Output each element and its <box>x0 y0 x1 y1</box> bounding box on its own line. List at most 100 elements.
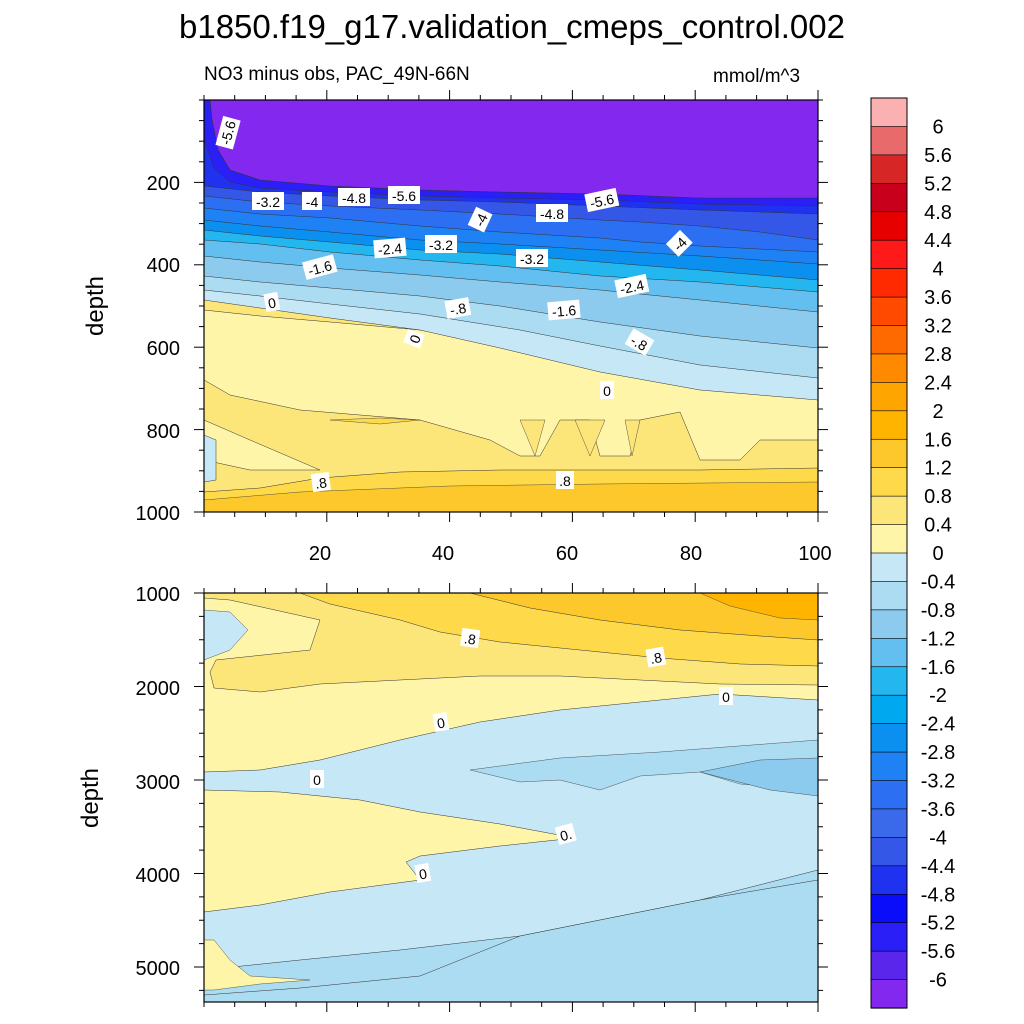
colorbar-label: -6 <box>929 970 947 992</box>
contour-label: 0 <box>313 772 321 788</box>
contour-label: -4.8 <box>342 190 366 206</box>
y-tick-label: 1000 <box>136 584 181 606</box>
colorbar-swatch <box>870 467 908 497</box>
colorbar-label: 3.2 <box>924 316 952 338</box>
colorbar-label: 0 <box>932 543 943 565</box>
colorbar-swatch <box>870 922 908 952</box>
contour-label: 0 <box>418 865 429 882</box>
colorbar-swatch <box>870 239 908 270</box>
colorbar-label: -2 <box>929 685 947 707</box>
contour-label: -3.2 <box>256 194 280 210</box>
colorbar-swatch <box>870 638 908 668</box>
colorbar-swatch <box>870 296 908 327</box>
colorbar-label: 4.4 <box>924 230 952 252</box>
lower-panel <box>204 593 818 1002</box>
upper-axis-ticks <box>194 90 828 522</box>
upper-band-neg0.4-left <box>204 434 217 483</box>
colorbar-label: -1.2 <box>921 628 955 650</box>
contour-label: 0. <box>558 826 573 844</box>
y-tick-label: 3000 <box>136 772 181 794</box>
colorbar-swatch <box>870 154 908 184</box>
colorbar-swatch <box>870 694 908 725</box>
colorbar-swatch <box>870 97 908 128</box>
colorbar-label: 2 <box>932 401 943 423</box>
colorbar-label: -2.4 <box>921 714 955 736</box>
upper-panel <box>204 100 818 512</box>
upper-band-1.2 <box>204 481 818 512</box>
colorbar-label: -2.8 <box>921 742 955 764</box>
upper-band-0-left <box>204 419 321 471</box>
lower-band-neg1.2 <box>699 757 818 797</box>
lower-pocket-left <box>204 609 249 661</box>
colorbar-label: -5.2 <box>921 913 955 935</box>
colorbar-swatch <box>870 666 908 696</box>
contour-label: .8 <box>463 630 477 647</box>
contour-label: -3.2 <box>520 251 544 267</box>
colorbar-label: -1.6 <box>921 657 955 679</box>
y-tick-label: 600 <box>147 338 180 360</box>
colorbar-swatch <box>870 325 908 355</box>
x-tick-label: 60 <box>556 543 578 565</box>
lower-y-axis-label: depth <box>77 768 104 828</box>
colorbar-label: 1.2 <box>924 458 952 480</box>
upper-contour-labels: -5.6 -3.2 -4 -4.8 -5.6 -4 -4.8 -5.6 -4 -… <box>215 115 693 493</box>
colorbar-label: 4 <box>932 259 943 281</box>
colorbar-label: 5.2 <box>924 173 952 195</box>
colorbar <box>870 97 908 1009</box>
upper-band-neg6 <box>209 100 818 199</box>
colorbar-label: -3.2 <box>921 771 955 793</box>
colorbar-label: -0.4 <box>921 571 955 593</box>
contour-label: 0 <box>603 383 611 399</box>
colorbar-label: 2.4 <box>924 372 952 394</box>
colorbar-swatch <box>870 950 908 981</box>
lower-axis-ticks <box>194 583 828 1012</box>
chart-subtitle: NO3 minus obs, PAC_49N-66N <box>204 64 470 85</box>
colorbar-label: 0.8 <box>924 486 952 508</box>
y-tick-label: 400 <box>147 255 180 277</box>
upper-patch <box>329 417 421 425</box>
upper-y-tick-labels: 200 400 600 800 1000 <box>136 173 181 525</box>
contour-label: -1.6 <box>306 257 334 279</box>
x-tick-label: 100 <box>798 543 831 565</box>
colorbar-label: -4 <box>929 827 947 849</box>
contour-label: -.8 <box>628 332 650 354</box>
y-tick-label: 1000 <box>136 503 181 525</box>
colorbar-label: 6 <box>932 116 943 138</box>
colorbar-swatch <box>870 268 908 298</box>
lower-band-neg0.8-deep <box>204 879 818 1002</box>
contour-label: 0 <box>722 689 730 705</box>
lower-y-tick-labels: 1000 2000 3000 4000 5000 <box>136 584 181 980</box>
x-tick-label: 80 <box>680 543 702 565</box>
lower-band-0-bottom <box>204 939 311 991</box>
colorbar-swatch <box>870 837 908 867</box>
colorbar-swatch <box>870 751 908 782</box>
lower-band-1.6 <box>699 593 818 621</box>
y-tick-label: 2000 <box>136 678 181 700</box>
contour-label: -2.4 <box>377 240 403 258</box>
contour-label: -4.8 <box>540 206 564 222</box>
y-tick-label: 5000 <box>136 958 181 980</box>
colorbar-swatch <box>870 609 908 639</box>
contour-label: -.8 <box>449 300 468 319</box>
colorbar-swatch <box>870 382 908 412</box>
contour-label: .8 <box>649 649 663 667</box>
colorbar-swatch <box>870 183 908 213</box>
colorbar-swatch <box>870 126 908 156</box>
colorbar-label: 0.4 <box>924 515 952 537</box>
contour-label: -3.2 <box>429 237 453 253</box>
colorbar-swatch <box>870 808 908 838</box>
contour-label: -4 <box>306 194 319 210</box>
colorbar-label: 3.6 <box>924 287 952 309</box>
colorbar-frame <box>870 97 908 1009</box>
units-label: mmol/m^3 <box>713 66 801 87</box>
lower-contour-labels: .8 .8 0 0 0 0. 0 <box>310 627 733 884</box>
x-tick-label: 40 <box>432 543 454 565</box>
colorbar-label: 5.6 <box>924 145 952 167</box>
contour-label: -5.6 <box>589 191 616 212</box>
colorbar-label: 2.8 <box>924 344 952 366</box>
colorbar-swatch <box>870 723 908 753</box>
colorbar-swatch <box>870 524 908 554</box>
colorbar-label: -3.6 <box>921 799 955 821</box>
colorbar-swatch <box>870 780 908 810</box>
y-tick-label: 4000 <box>136 865 181 887</box>
